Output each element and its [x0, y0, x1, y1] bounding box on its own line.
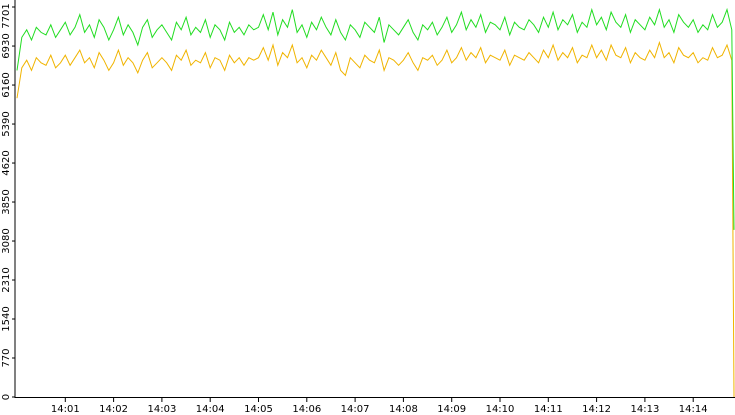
x-tick-label: 14:14 [679, 404, 708, 415]
y-tick-label: 6160 [1, 72, 12, 97]
y-tick-label: 5390 [1, 111, 12, 136]
x-tick-label: 14:03 [147, 404, 176, 415]
x-tick-label: 14:05 [244, 404, 273, 415]
y-tick-label: 770 [1, 348, 12, 367]
x-tick-label: 14:09 [437, 404, 466, 415]
x-tick-label: 14:11 [534, 404, 563, 415]
x-tick-label: 14:06 [292, 404, 321, 415]
y-tick-label: 3850 [1, 189, 12, 214]
x-tick-label: 14:10 [486, 404, 515, 415]
x-tick-label: 14:04 [196, 404, 225, 415]
x-tick-label: 14:07 [341, 404, 370, 415]
y-tick-label: 1540 [1, 306, 12, 331]
y-tick-label: 4620 [1, 150, 12, 175]
y-tick-label: 2310 [1, 267, 12, 292]
x-tick-label: 14:13 [630, 404, 659, 415]
y-tick-label: 3080 [1, 228, 12, 253]
x-tick-label: 14:08 [389, 404, 418, 415]
x-tick-label: 14:12 [582, 404, 611, 415]
x-tick-label: 14:01 [51, 404, 80, 415]
y-tick-label: 0 [1, 394, 12, 400]
y-tick-label: 7701 [1, 3, 12, 28]
series-line [16, 7, 735, 230]
series-line [16, 40, 735, 398]
x-tick-label: 14:02 [99, 404, 128, 415]
y-tick-label: 6930 [1, 33, 12, 58]
